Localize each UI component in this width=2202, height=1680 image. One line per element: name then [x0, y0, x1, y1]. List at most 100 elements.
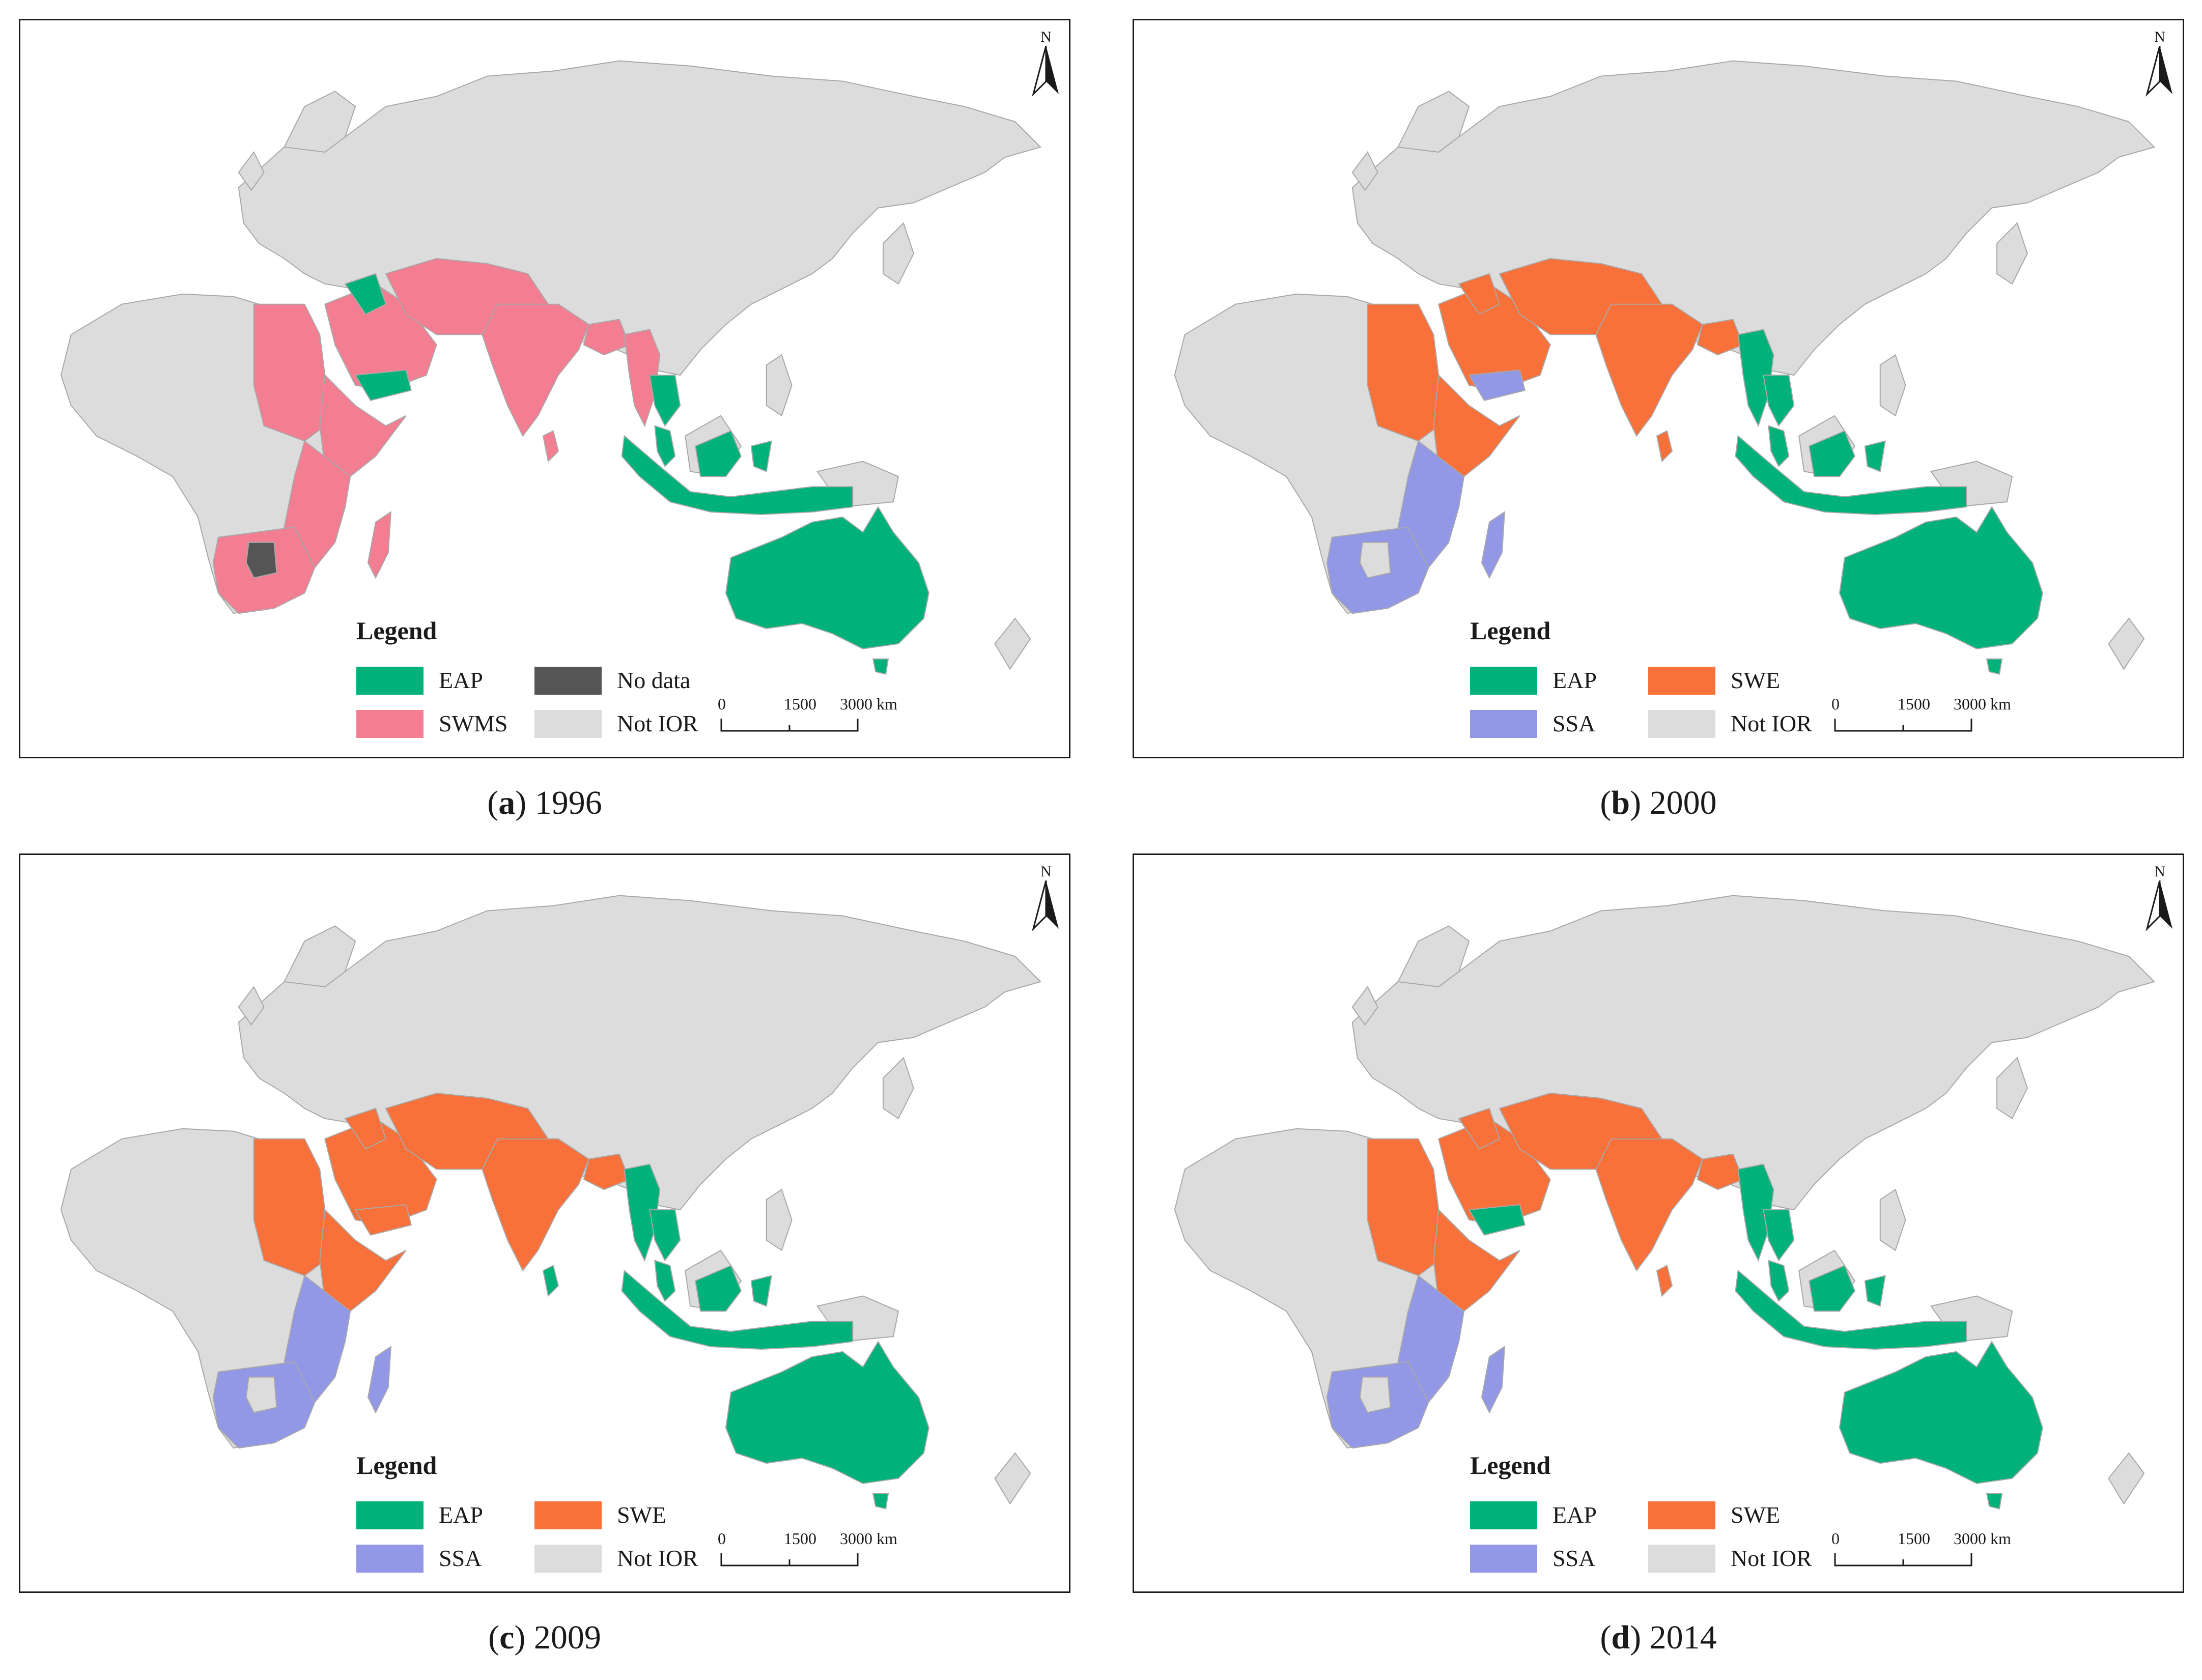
region-australia	[725, 506, 929, 649]
region-bangladesh	[1697, 319, 1744, 356]
region-madagascar	[367, 511, 392, 579]
region-madagascar	[367, 1346, 392, 1414]
region-madagascar	[1481, 511, 1506, 579]
legend-swatch	[1648, 1545, 1715, 1573]
legend-label: EAP	[439, 1502, 483, 1528]
map-panel-a: N Legend EAP No data SWMS Not IOR 0 1500 3000 km	[19, 19, 1070, 758]
map-panel-b: N Legend EAP SWE SSA Not IOR 0 1500 3000 km	[1133, 19, 2184, 758]
north-label: N	[2154, 29, 2165, 45]
landmass-philippines	[766, 1188, 793, 1251]
region-indonesia_borneo	[695, 1265, 742, 1312]
region-australia	[725, 1341, 929, 1484]
region-botswana	[1359, 542, 1391, 579]
arrow-shape	[1032, 45, 1059, 97]
landmass-nz	[2108, 1452, 2145, 1505]
map-legend: Legend EAP SWE SSA Not IOR	[356, 1450, 774, 1583]
legend-swatch	[356, 1545, 424, 1573]
legend-label: Not IOR	[617, 1545, 698, 1571]
region-horn	[1433, 374, 1520, 477]
region-india	[1595, 1138, 1703, 1272]
region-horn	[1433, 1208, 1520, 1312]
legend-swatch	[534, 1501, 602, 1529]
legend-label: EAP	[439, 667, 483, 693]
legend-label: Not IOR	[617, 710, 698, 736]
region-horn	[319, 1208, 407, 1312]
region-srilanka	[542, 430, 559, 463]
legend-swatch	[356, 667, 424, 695]
map-panel-d: N Legend EAP SWE SSA Not IOR 0 1500 3000 km	[1133, 853, 2184, 1593]
scale-tick-label: 0	[718, 1529, 726, 1548]
legend-swatch	[1648, 667, 1715, 695]
scale-tick-label: 3000 km	[840, 1529, 897, 1548]
region-australia	[1839, 1341, 2043, 1484]
region-myanmar	[1737, 329, 1774, 428]
north-arrow-icon: N	[1031, 863, 1061, 934]
north-arrow-icon: N	[2144, 863, 2175, 934]
scale-tick-label: 3000 km	[1954, 695, 2011, 713]
region-tasmania	[872, 658, 889, 675]
scale-tick-label: 0	[1831, 695, 1840, 713]
scale-line	[1834, 1553, 1972, 1567]
legend-swatch	[356, 710, 424, 738]
region-indonesia_sulawesi	[750, 1275, 772, 1307]
region-thailand	[1763, 1209, 1795, 1262]
scale-bar: 0 1500 3000 km	[718, 1529, 921, 1575]
landmass-scandinavia	[283, 925, 356, 987]
map-canvas	[60, 60, 1042, 675]
landmass-uk	[238, 986, 265, 1026]
caption-c: (c) 2009	[488, 1619, 601, 1656]
landmass-uk	[1351, 151, 1378, 191]
landmass-scandinavia	[1397, 91, 1470, 153]
region-indonesia	[1735, 1269, 1967, 1350]
map-legend: Legend EAP SWE SSA Not IOR	[1470, 616, 1887, 748]
legend-label: Not IOR	[1731, 1545, 1812, 1571]
region-tasmania	[1986, 1493, 2003, 1510]
scale-tick-label: 0	[718, 695, 726, 713]
region-yemen	[354, 369, 412, 402]
landmass-japan	[1996, 1057, 2028, 1120]
scale-tick-label: 1500	[784, 1529, 816, 1548]
region-yemen	[1468, 369, 1526, 402]
legend-title: Legend	[1470, 1451, 1551, 1479]
region-tasmania	[872, 1493, 889, 1510]
region-indonesia	[621, 1269, 854, 1350]
legend-swatch	[356, 1501, 424, 1529]
region-india	[482, 303, 589, 437]
region-myanmar	[624, 1163, 661, 1262]
landmass-uk	[238, 151, 265, 191]
legend-label: Not IOR	[1731, 710, 1812, 736]
landmass-philippines	[1879, 1188, 1906, 1251]
scale-tick-label: 1500	[1898, 695, 1930, 713]
region-egypt_sudan	[253, 303, 326, 442]
landmass-nz	[2108, 617, 2145, 670]
legend-label: SSA	[439, 1545, 482, 1571]
legend-label: SWE	[617, 1502, 667, 1528]
region-thailand	[649, 1209, 681, 1262]
legend-swatch	[534, 710, 602, 738]
legend-label: SWMS	[439, 710, 508, 736]
region-horn	[319, 374, 407, 477]
region-yemen	[1468, 1204, 1526, 1236]
landmass-japan	[1996, 222, 2028, 285]
caption-year: 2009	[533, 1619, 601, 1656]
legend-label: SSA	[1552, 1545, 1596, 1571]
north-arrow-icon: N	[2144, 29, 2175, 100]
region-indonesia_borneo	[1809, 430, 1856, 477]
region-srilanka	[1656, 1265, 1673, 1297]
legend-title: Legend	[356, 1451, 437, 1479]
landmass-philippines	[766, 354, 793, 417]
landmass-japan	[883, 222, 914, 285]
north-label: N	[1040, 29, 1052, 45]
region-egypt_sudan	[253, 1138, 326, 1276]
map-legend: Legend EAP SWE SSA Not IOR	[1470, 1450, 1887, 1583]
region-indonesia_borneo	[695, 430, 742, 477]
region-india	[482, 1138, 589, 1272]
caption-letter: a	[498, 784, 516, 821]
caption-b: (b) 2000	[1600, 784, 1717, 821]
caption-letter: d	[1611, 1619, 1630, 1656]
region-bangladesh	[1697, 1153, 1744, 1190]
landmass-uk	[1351, 986, 1378, 1026]
region-srilanka	[542, 1265, 559, 1297]
scale-bar: 0 1500 3000 km	[718, 695, 921, 741]
caption-year: 2014	[1649, 1619, 1717, 1656]
